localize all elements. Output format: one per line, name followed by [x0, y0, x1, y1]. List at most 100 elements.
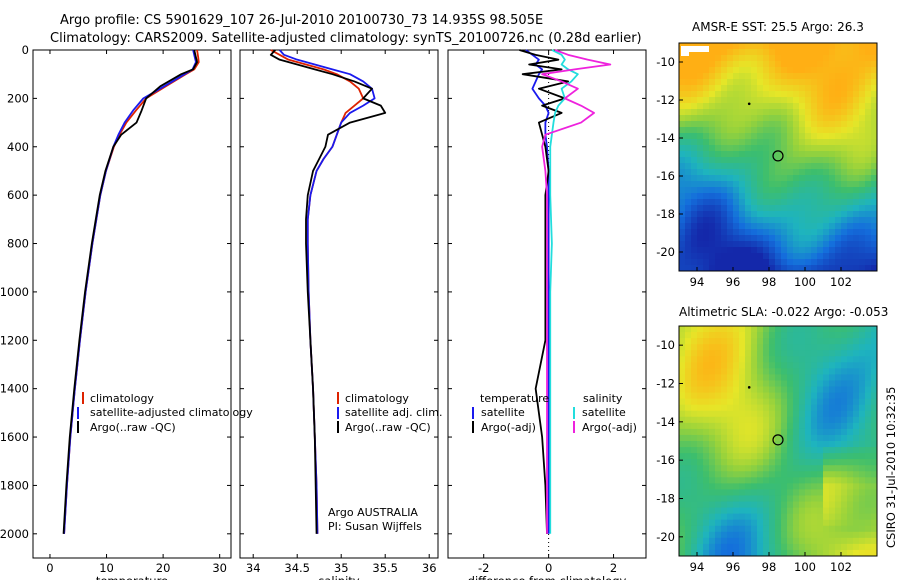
- heatmap-cell: [871, 471, 877, 478]
- heatmap-cell: [871, 43, 877, 50]
- heatmap-cell: [793, 229, 800, 236]
- heatmap-cell: [763, 501, 770, 509]
- heatmap-cell: [703, 531, 710, 539]
- heatmap-cell: [703, 350, 710, 357]
- heatmap-cell: [841, 392, 848, 400]
- heatmap-cell: [805, 507, 812, 515]
- heatmap-cell: [805, 139, 812, 146]
- heatmap-cell: [793, 350, 800, 357]
- heatmap-cell: [745, 477, 752, 484]
- x-tick-label: 30: [212, 561, 227, 575]
- heatmap-cell: [805, 199, 812, 206]
- heatmap-cell: [721, 157, 728, 164]
- heatmap-cell: [763, 187, 770, 194]
- heatmap-cell: [739, 332, 746, 339]
- heatmap-cell: [853, 368, 860, 376]
- heatmap-cell: [769, 181, 776, 188]
- heatmap-cell: [703, 513, 710, 521]
- heatmap-cell: [859, 374, 866, 382]
- heatmap-cell: [709, 49, 716, 56]
- heatmap-cell: [865, 175, 872, 182]
- heatmap-cell: [781, 410, 788, 418]
- heatmap-cell: [835, 187, 842, 194]
- heatmap-cell: [751, 163, 758, 170]
- heatmap-cell: [847, 247, 854, 254]
- heatmap-cell: [859, 85, 866, 92]
- heatmap-cell: [823, 61, 830, 68]
- heatmap-cell: [685, 495, 692, 503]
- heatmap-cell: [841, 73, 848, 80]
- heatmap-cell: [805, 501, 812, 509]
- heatmap-cell: [805, 489, 812, 497]
- heatmap-cell: [781, 477, 788, 484]
- heatmap-cell: [685, 133, 692, 140]
- heatmap-cell: [745, 398, 752, 406]
- heatmap-cell: [709, 483, 716, 491]
- heatmap-cell: [757, 447, 764, 454]
- heatmap-cell: [733, 549, 740, 556]
- heatmap-cell: [739, 477, 746, 484]
- heatmap-cell: [763, 205, 770, 212]
- heatmap-cell: [727, 187, 734, 194]
- heatmap-cell: [871, 163, 877, 170]
- heatmap-cell: [859, 398, 866, 406]
- heatmap-cell: [703, 109, 710, 116]
- heatmap-cell: [853, 97, 860, 104]
- heatmap-cell: [709, 416, 716, 424]
- heatmap-cell: [865, 531, 872, 539]
- x-axis-label: temperature: [96, 574, 168, 580]
- heatmap-cell: [793, 344, 800, 351]
- heatmap-cell: [823, 127, 830, 134]
- heatmap-cell: [727, 247, 734, 254]
- heatmap-cell: [871, 332, 877, 339]
- heatmap-cell: [727, 495, 734, 503]
- heatmap-cell: [847, 43, 854, 50]
- heatmap-cell: [835, 157, 842, 164]
- heatmap-cell: [757, 79, 764, 86]
- heatmap-cell: [733, 350, 740, 357]
- heatmap-cell: [769, 404, 776, 412]
- heatmap-cell: [865, 121, 872, 128]
- heatmap-cell: [745, 187, 752, 194]
- heatmap-cell: [721, 235, 728, 242]
- heatmap-cell: [829, 253, 836, 260]
- heatmap-cell: [841, 205, 848, 212]
- heatmap-cell: [775, 495, 782, 503]
- heatmap-cell: [811, 193, 818, 200]
- heatmap-cell: [691, 145, 698, 152]
- heatmap-cell: [763, 229, 770, 236]
- heatmap-cell: [811, 495, 818, 503]
- heatmap-cell: [703, 332, 710, 339]
- heatmap-cell: [697, 447, 704, 454]
- heatmap-cell: [781, 507, 788, 515]
- heatmap-cell: [697, 398, 704, 406]
- previous-position-dot: [747, 386, 751, 389]
- heatmap-cell: [757, 404, 764, 412]
- heatmap-cell: [721, 139, 728, 146]
- heatmap-cell: [793, 241, 800, 248]
- heatmap-cell: [715, 67, 722, 74]
- heatmap-cell: [865, 441, 872, 448]
- heatmap-cell: [859, 211, 866, 218]
- heatmap-cell: [709, 507, 716, 515]
- heatmap-cell: [691, 169, 698, 176]
- heatmap-cell: [727, 235, 734, 242]
- heatmap-cell: [703, 519, 710, 527]
- heatmap-cell: [799, 447, 806, 454]
- heatmap-cell: [799, 55, 806, 62]
- heatmap-cell: [751, 235, 758, 242]
- heatmap-cell: [847, 332, 854, 339]
- heatmap-cell: [817, 235, 824, 242]
- heatmap-cell: [697, 67, 704, 74]
- heatmap-cell: [781, 344, 788, 351]
- heatmap-cell: [805, 181, 812, 188]
- heatmap-cell: [799, 265, 806, 271]
- heatmap-cell: [715, 507, 722, 515]
- heatmap-cell: [799, 398, 806, 406]
- heatmap-cell: [811, 404, 818, 412]
- heatmap-cell: [691, 338, 698, 345]
- heatmap-cell: [799, 410, 806, 418]
- heatmap-cell: [751, 115, 758, 122]
- heatmap-cell: [775, 253, 782, 260]
- heatmap-cell: [685, 332, 692, 339]
